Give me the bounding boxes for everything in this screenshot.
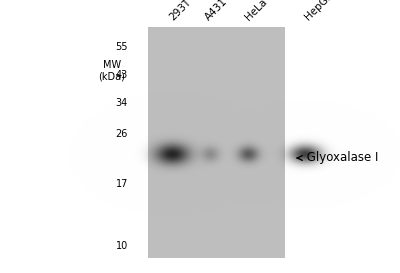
Text: 43: 43	[116, 70, 128, 80]
Text: A431: A431	[203, 0, 229, 22]
Text: 10: 10	[116, 241, 128, 251]
Text: 26: 26	[116, 129, 128, 139]
Text: MW
(kDa): MW (kDa)	[98, 60, 126, 82]
Text: 34: 34	[116, 98, 128, 108]
Text: Glyoxalase I: Glyoxalase I	[297, 152, 378, 165]
Text: HeLa: HeLa	[243, 0, 268, 22]
Text: 293T: 293T	[168, 0, 194, 22]
Text: 55: 55	[116, 41, 128, 52]
Bar	[148, 27, 285, 258]
Text: HepG2: HepG2	[303, 0, 335, 22]
Text: 17: 17	[116, 179, 128, 189]
